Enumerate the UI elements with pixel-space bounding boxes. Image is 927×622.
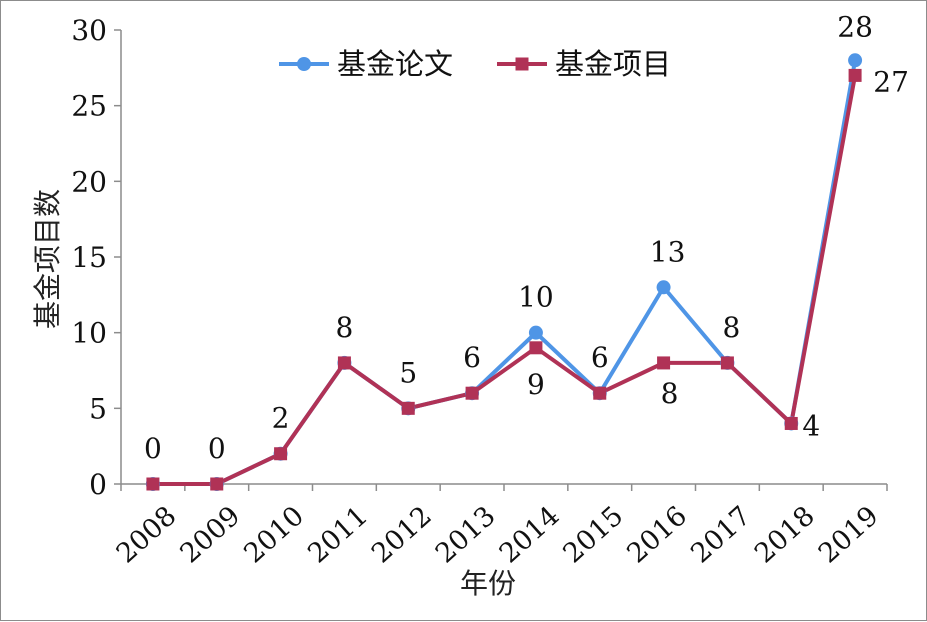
legend-label: 基金项目	[555, 47, 671, 81]
data-label: 13	[650, 235, 686, 268]
data-point-circle	[848, 53, 863, 68]
x-axis-label: 年份	[460, 567, 516, 600]
data-label: 8	[661, 377, 679, 410]
data-label: 8	[336, 311, 354, 344]
data-label: 0	[208, 432, 226, 465]
x-tick-label: 2018	[749, 500, 821, 569]
x-tick-label: 2009	[174, 500, 246, 569]
data-label: 6	[591, 341, 609, 374]
series-line-1	[152, 75, 858, 486]
data-label: 9	[527, 368, 545, 401]
x-tick-label: 2010	[238, 500, 310, 569]
data-point-circle	[656, 280, 671, 295]
y-tick-label: 10	[71, 317, 107, 350]
data-point-square	[337, 356, 351, 370]
x-tick-label: 2019	[813, 500, 885, 569]
legend-marker-square	[515, 57, 529, 71]
legend-label: 基金论文	[337, 47, 453, 81]
x-tick-label: 2013	[430, 500, 502, 569]
series-lines	[152, 59, 858, 486]
x-tick-label: 2015	[557, 500, 629, 569]
x-tick-label: 2011	[302, 500, 374, 569]
data-label: 2	[272, 402, 290, 435]
y-tick-label: 20	[71, 165, 107, 198]
y-tick-label: 30	[71, 14, 107, 47]
x-tick-label: 2014	[494, 500, 566, 569]
legend: 基金论文 基金项目	[279, 47, 671, 81]
data-point-square	[401, 401, 415, 415]
data-point-square	[529, 341, 543, 355]
data-point-circle	[528, 325, 543, 340]
y-axis-label: 基金项目数	[31, 189, 64, 329]
x-tick-label: 2016	[621, 500, 693, 569]
data-point-square	[274, 447, 288, 461]
data-point-square	[593, 386, 607, 400]
legend-marker-circle	[297, 57, 311, 71]
data-point-square	[465, 386, 479, 400]
y-tick-label: 0	[89, 468, 107, 501]
data-point-square	[848, 68, 862, 82]
data-label: 4	[802, 409, 820, 442]
data-label: 0	[144, 432, 162, 465]
y-tick-label: 5	[89, 392, 107, 425]
axes: 0510152025302008200920102011201220132014…	[71, 14, 888, 569]
y-tick-label: 25	[71, 90, 107, 123]
series-line-0	[152, 59, 858, 486]
x-tick-label: 2008	[111, 500, 183, 569]
series-markers	[145, 53, 863, 491]
data-label: 28	[837, 10, 873, 43]
data-point-square	[146, 477, 160, 491]
data-point-square	[784, 416, 798, 430]
y-tick-label: 15	[71, 241, 107, 274]
data-point-square	[210, 477, 224, 491]
data-point-square	[720, 356, 734, 370]
x-tick-label: 2012	[366, 500, 438, 569]
data-label: 6	[463, 341, 481, 374]
data-point-square	[657, 356, 671, 370]
x-tick-label: 2017	[685, 500, 757, 569]
data-label: 27	[873, 65, 909, 98]
data-label: 5	[399, 356, 417, 389]
data-label: 8	[723, 311, 741, 344]
data-label: 10	[518, 281, 554, 314]
